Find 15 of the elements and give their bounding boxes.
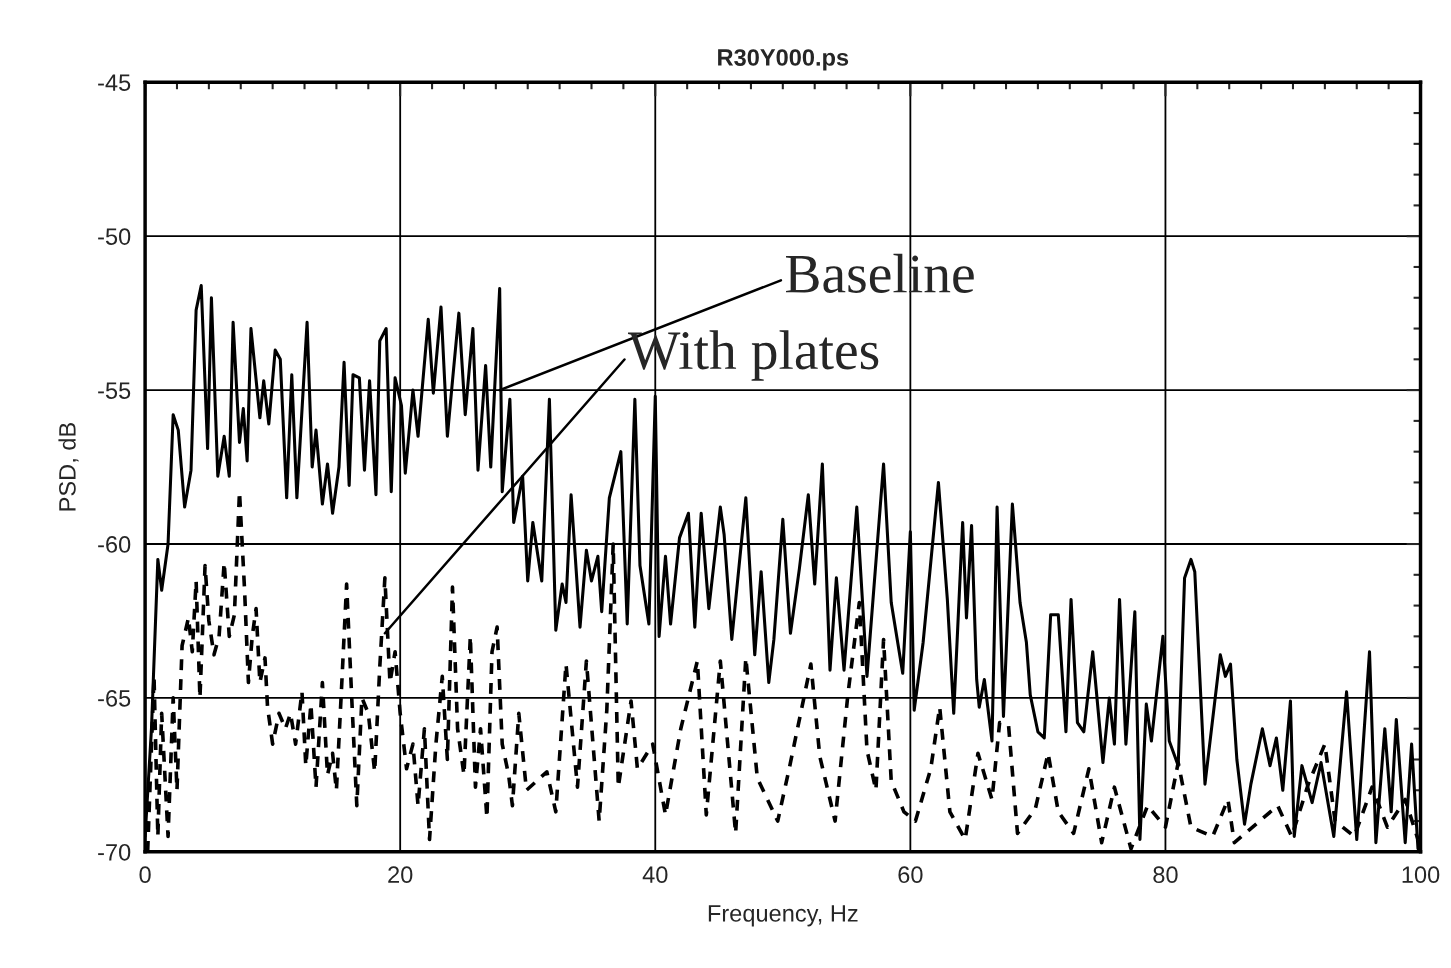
x-tick-label: 20 [388,866,413,884]
y-tick-label: -65 [98,690,131,707]
x-tick-label: 0 [139,866,151,884]
x-tick-label: 40 [642,866,668,884]
chart-title: R30Y000.ps [718,49,849,71]
y-tick-label: -45 [98,74,131,92]
y-axis-title: PSD, dB [58,423,79,511]
x-tick-label: 100 [1402,866,1440,884]
y-tick-label: -55 [98,382,131,399]
x-axis-title: Frequency, Hz [708,905,858,927]
x-tick-label: 80 [1153,866,1178,884]
y-tick-label: -70 [98,843,131,861]
x-tick-label: 60 [898,866,923,884]
y-tick-label: -50 [98,228,131,245]
y-tick-label: -60 [98,536,131,553]
